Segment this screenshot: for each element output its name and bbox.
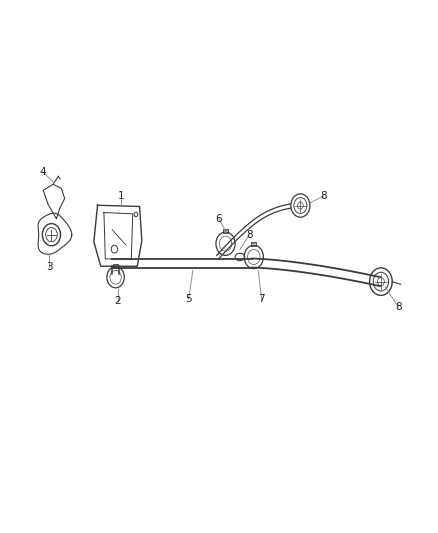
Bar	[113, 264, 118, 268]
Text: 7: 7	[258, 294, 265, 304]
Text: 8: 8	[246, 230, 253, 240]
Text: 8: 8	[320, 191, 327, 201]
Text: 2: 2	[114, 296, 121, 306]
Text: 6: 6	[215, 214, 223, 224]
Text: 1: 1	[118, 191, 124, 201]
Text: 4: 4	[39, 167, 46, 177]
Bar	[251, 243, 256, 246]
Bar	[223, 229, 228, 233]
Text: 3: 3	[46, 262, 53, 272]
Text: 8: 8	[395, 302, 402, 312]
Text: 5: 5	[185, 294, 192, 304]
